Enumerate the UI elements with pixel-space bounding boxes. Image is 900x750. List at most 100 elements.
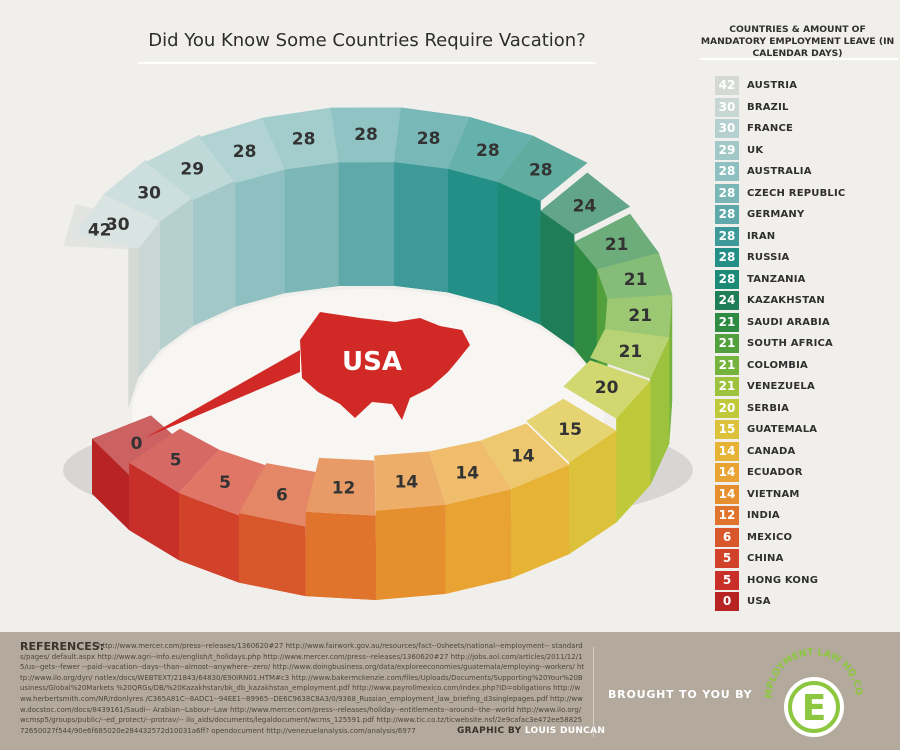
segment-top-face xyxy=(590,328,670,379)
legend-label: RUSSIA xyxy=(747,252,790,263)
segment-top-face xyxy=(305,457,376,516)
legend-label: BRAZIL xyxy=(747,101,789,113)
legend-value: 28 xyxy=(715,269,739,289)
legend-value: 29 xyxy=(715,140,739,160)
logo-disc xyxy=(784,677,844,737)
legend-label: MEXICO xyxy=(747,531,793,543)
legend-value: 21 xyxy=(715,355,739,375)
legend-label: TANZANIA xyxy=(747,273,806,285)
legend-label: VENEZUELA xyxy=(747,381,815,392)
legend-item: 14 ECUADOR xyxy=(715,462,895,484)
graphic-credit-name: LOUIS DUNCAN xyxy=(524,726,606,736)
data-label: 30 xyxy=(137,184,161,204)
data-label: 21 xyxy=(619,342,643,362)
graphic-credit-label: GRAPHIC BY xyxy=(457,726,522,736)
data-label: 28 xyxy=(476,141,500,161)
legend-value: 28 xyxy=(715,162,739,181)
legend-value: 20 xyxy=(715,398,739,418)
legend-item: 28 IRAN xyxy=(715,226,895,248)
segment-inner-wall xyxy=(497,182,541,325)
legend-item: 29 UK xyxy=(715,140,895,162)
references-text: http://www.mercer.com/press--releases/13… xyxy=(20,642,585,735)
segment-top-face xyxy=(103,159,194,222)
data-label: 21 xyxy=(605,235,629,255)
legend-label: SOUTH AFRICA xyxy=(747,338,833,349)
employment-law-hq-logo[interactable]: EMPLOYMENT LAW HQ.COM E xyxy=(758,635,870,747)
data-label: 20 xyxy=(595,378,619,398)
segment-inner-wall xyxy=(447,168,498,306)
legend-label: IRAN xyxy=(747,230,776,242)
legend-value: 14 xyxy=(715,441,739,461)
segment-top-face xyxy=(179,449,267,516)
legend-value: 21 xyxy=(715,312,739,332)
segment-outer-wall xyxy=(179,492,239,583)
references-title: REFERENCES: xyxy=(20,640,105,653)
legend-label: INDIA xyxy=(747,510,780,521)
segment-outer-wall xyxy=(511,464,570,579)
legend-label: GUATEMALA xyxy=(747,424,818,435)
segment-inner-wall xyxy=(235,169,285,307)
data-label: 30 xyxy=(106,215,130,235)
legend-value: 24 xyxy=(715,291,739,310)
legend-label: USA xyxy=(747,596,771,607)
legend-label: SERBIA xyxy=(747,402,790,414)
legend-value: 28 xyxy=(715,183,739,203)
segment-outer-wall xyxy=(238,512,306,597)
legend-item: 21 VENEZUELA xyxy=(715,376,895,398)
data-label: 5 xyxy=(170,450,182,470)
segment-inner-wall xyxy=(393,162,448,293)
legend-label: GERMANY xyxy=(747,209,805,220)
legend-item: 30 BRAZIL xyxy=(715,97,895,119)
segment-outer-wall xyxy=(569,430,617,555)
segment-inner-wall xyxy=(193,180,236,327)
data-label: 42 xyxy=(88,221,112,241)
segment-top-face xyxy=(145,134,236,200)
legend-label: CANADA xyxy=(747,445,796,457)
segment-top-face xyxy=(393,107,470,169)
segment-outer-wall xyxy=(616,381,651,523)
data-label: 28 xyxy=(417,129,441,149)
footer-divider xyxy=(593,647,594,737)
data-label: 5 xyxy=(219,473,231,493)
legend-label: AUSTRIA xyxy=(747,80,798,91)
data-label: 15 xyxy=(558,420,582,440)
segment-top-face xyxy=(526,398,617,463)
data-label: 29 xyxy=(180,160,204,180)
segment-top-face xyxy=(330,107,402,163)
segment-inner-wall xyxy=(540,210,575,349)
data-label: 0 xyxy=(131,434,143,454)
segment-inner-wall xyxy=(160,197,194,351)
legend-value: 6 xyxy=(715,527,739,547)
legend-item: 24 KAZAKHSTAN xyxy=(715,290,895,312)
legend-value: 0 xyxy=(715,592,739,611)
segment-inner-wall xyxy=(284,162,339,294)
segment-inner-wall xyxy=(574,242,597,376)
legend-value: 28 xyxy=(715,248,739,267)
graphic-credit: GRAPHIC BY LOUIS DUNCAN xyxy=(457,726,605,736)
data-label: 21 xyxy=(628,306,652,326)
usa-label: USA xyxy=(342,347,402,377)
legend-item: 28 CZECH REPUBLIC xyxy=(715,183,895,205)
legend-item: 0 USA xyxy=(715,591,895,613)
legend-value: 14 xyxy=(715,484,739,504)
legend-item: 21 SAUDI ARABIA xyxy=(715,312,895,334)
legend-value: 21 xyxy=(715,377,739,396)
footer: http://www.mercer.com/press--releases/13… xyxy=(0,632,900,750)
data-label: 28 xyxy=(292,129,316,149)
usa-map xyxy=(300,312,470,420)
segment-top-face xyxy=(497,135,588,202)
legend-item: 21 SOUTH AFRICA xyxy=(715,333,895,355)
legend-item: 5 CHINA xyxy=(715,548,895,570)
page-title: Did You Know Some Countries Require Vaca… xyxy=(148,30,586,51)
legend-label: COLOMBIA xyxy=(747,359,808,371)
segment-top-face xyxy=(75,194,161,250)
legend-item: 12 INDIA xyxy=(715,505,895,527)
legend-label: AUSTRALIA xyxy=(747,166,812,177)
data-label: 24 xyxy=(573,197,597,217)
usa-pointer xyxy=(144,350,300,438)
legend-label: HONG KONG xyxy=(747,574,819,586)
data-label: 14 xyxy=(395,473,419,493)
legend-item: 15 GUATEMALA xyxy=(715,419,895,441)
legend-item: 20 SERBIA xyxy=(715,398,895,420)
legend-item: 28 GERMANY xyxy=(715,204,895,226)
